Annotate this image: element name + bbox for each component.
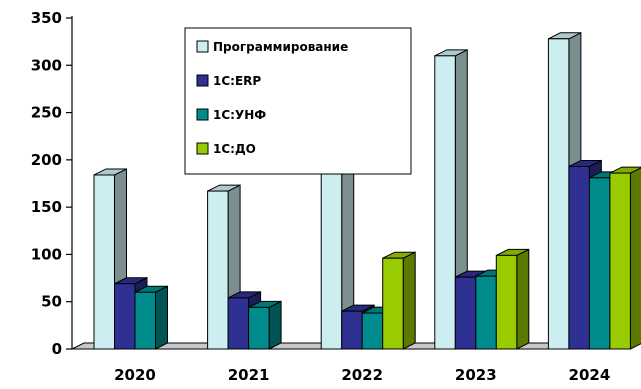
legend-label: 1С:ДО [213,142,256,156]
x-tick-label: 2023 [455,366,497,384]
bar-front-face [93,174,115,350]
x-axis-labels: 2020 2021 2022 2023 2024 [114,366,610,384]
legend-box [184,27,412,175]
bar [134,285,168,350]
bar-front-face [248,306,270,350]
legend-swatch [196,108,209,121]
bar-front-face [454,276,477,350]
bar-front-face [547,38,570,350]
y-tick-label: 200 [31,151,62,169]
legend-label: 1С:ERP [213,74,261,88]
bar-front-face [361,312,384,350]
y-tick-label: 350 [31,9,62,27]
legend-swatch [196,74,209,87]
y-tick-label: 50 [41,293,62,311]
bar [609,166,641,350]
x-tick-label: 2022 [341,366,383,384]
bar-front-face [434,55,456,350]
legend-label: Программирование [213,40,348,54]
bar [207,184,241,350]
bar-side-face [629,167,641,350]
y-tick-label: 250 [31,104,62,122]
y-tick-label: 150 [31,198,62,216]
bar-side-face [516,248,530,350]
bar-front-face [475,275,497,350]
bar-front-face [114,283,136,350]
legend-label: 1С:УНФ [213,108,266,122]
bar [382,251,416,350]
x-tick-label: 2020 [114,366,156,384]
bars [93,31,641,350]
bar-front-face [207,190,229,350]
bar-front-face [134,291,156,350]
legend: Программирование 1С:ERP 1С:УНФ 1С:ДО [184,27,412,175]
bar-side-face [155,285,168,350]
bar [248,300,282,350]
bar-side-face [402,251,416,350]
y-tick-label: 300 [31,56,62,74]
legend-swatch [196,142,209,155]
bar-front-face [588,177,611,350]
y-tick-label: 100 [31,245,62,263]
legend-swatch [196,40,209,53]
y-tick-label: 0 [52,340,62,358]
bar-front-face [495,254,518,350]
x-tick-label: 2021 [228,366,270,384]
x-tick-label: 2024 [569,366,611,384]
bar-side-face [268,300,282,350]
bar-front-face [568,165,590,350]
bar-front-face [382,257,404,350]
bar-front-face [227,297,250,350]
bar-front-face [609,172,631,350]
y-axis: 0 50 100 150 200 250 300 350 [31,9,73,358]
bar [495,248,530,350]
bar-front-face [341,310,363,350]
